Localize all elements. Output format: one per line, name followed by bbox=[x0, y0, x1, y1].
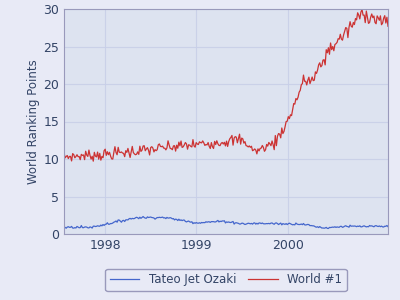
World #1 bbox=[261, 146, 266, 149]
World #1 bbox=[63, 156, 68, 160]
Tateo Jet Ozaki bbox=[63, 226, 68, 229]
World #1 bbox=[360, 8, 364, 11]
Line: World #1: World #1 bbox=[64, 9, 388, 161]
Tateo Jet Ozaki bbox=[254, 221, 259, 225]
World #1 bbox=[254, 152, 259, 156]
Tateo Jet Ozaki bbox=[337, 226, 342, 229]
World #1 bbox=[386, 25, 390, 28]
Tateo Jet Ozaki bbox=[326, 227, 331, 230]
Line: Tateo Jet Ozaki: Tateo Jet Ozaki bbox=[64, 217, 388, 229]
Y-axis label: World Ranking Points: World Ranking Points bbox=[28, 59, 40, 184]
World #1 bbox=[256, 147, 260, 151]
World #1 bbox=[336, 37, 340, 40]
World #1 bbox=[91, 159, 96, 163]
Legend: Tateo Jet Ozaki, World #1: Tateo Jet Ozaki, World #1 bbox=[105, 269, 347, 291]
Tateo Jet Ozaki bbox=[62, 225, 66, 229]
World #1 bbox=[62, 151, 66, 154]
Tateo Jet Ozaki bbox=[386, 225, 390, 228]
Tateo Jet Ozaki bbox=[261, 222, 266, 226]
Tateo Jet Ozaki bbox=[358, 224, 362, 228]
World #1 bbox=[356, 14, 361, 17]
Tateo Jet Ozaki bbox=[256, 222, 260, 226]
Tateo Jet Ozaki bbox=[141, 215, 146, 218]
